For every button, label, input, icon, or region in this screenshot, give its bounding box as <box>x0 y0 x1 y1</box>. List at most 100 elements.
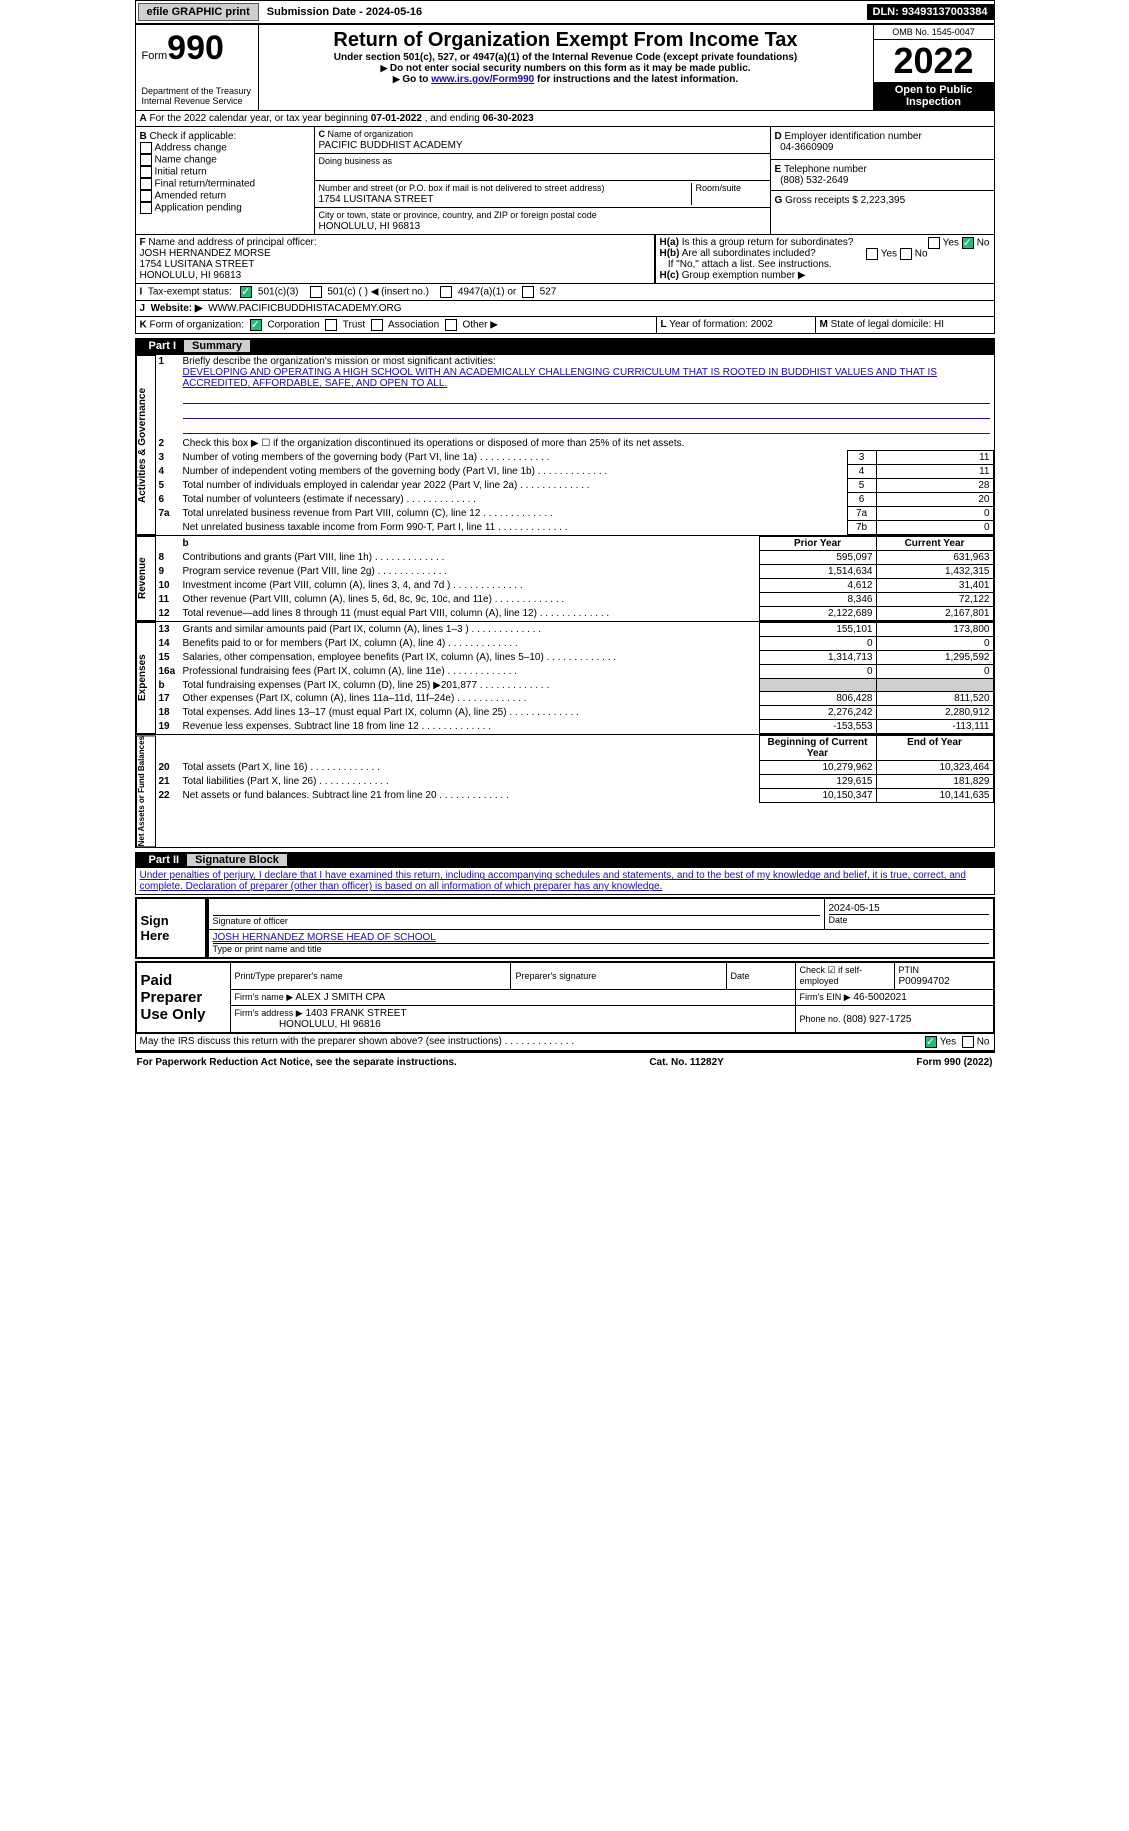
no-lbl2: No <box>915 249 928 260</box>
side-governance: Activities & Governance <box>136 355 156 535</box>
efile-btn[interactable]: efile GRAPHIC print <box>138 3 259 21</box>
section-i: I Tax-exempt status: 501(c)(3) 501(c) ( … <box>136 284 994 300</box>
d-lbl: Employer identification number <box>785 131 922 142</box>
l2-text: Check this box ▶ ☐ if the organization d… <box>180 437 994 451</box>
city-lbl: City or town, state or province, country… <box>319 210 597 220</box>
chk-amended[interactable] <box>140 190 152 202</box>
ha-yes[interactable] <box>928 237 940 249</box>
i-o4: 527 <box>540 287 557 298</box>
chk-501c3[interactable] <box>240 286 252 298</box>
mission-text: DEVELOPING AND OPERATING A HIGH SCHOOL W… <box>183 367 937 389</box>
ha-text: Is this a group return for subordinates? <box>682 237 854 248</box>
chk-address[interactable] <box>140 142 152 154</box>
opt-name: Name change <box>155 155 217 166</box>
chk-527[interactable] <box>522 286 534 298</box>
section-h: H(a) Is this a group return for subordin… <box>655 235 994 283</box>
open-inspection: Open to Public Inspection <box>874 82 994 110</box>
section-b: B Check if applicable: Address change Na… <box>136 127 315 234</box>
k-o4: Other ▶ <box>463 320 498 331</box>
form-header: Form990 Department of the Treasury Inter… <box>135 24 995 111</box>
k-lbl: Form of organization: <box>150 320 245 331</box>
opt-final: Final return/terminated <box>155 179 256 190</box>
goto-prefix: Go to <box>402 74 431 85</box>
e-lbl: Telephone number <box>784 164 867 175</box>
firm-ein: 46-5002021 <box>853 992 906 1003</box>
pp-sig-lbl: Preparer's signature <box>515 971 596 981</box>
part1-title: Summary <box>184 340 250 352</box>
irs-link[interactable]: www.irs.gov/Form990 <box>431 74 534 85</box>
part2-title: Signature Block <box>187 854 287 866</box>
hb-yes[interactable] <box>866 248 878 260</box>
may-no[interactable] <box>962 1036 974 1048</box>
c-name-lbl: Name of organization <box>328 129 414 139</box>
chk-name[interactable] <box>140 154 152 166</box>
b-label: Check if applicable: <box>150 131 237 142</box>
domicile: HI <box>934 319 944 330</box>
section-a: A For the 2022 calendar year, or tax yea… <box>135 111 995 127</box>
yes-lbl: Yes <box>943 238 959 249</box>
k-assoc[interactable] <box>371 319 383 331</box>
a-text-a: For the 2022 calendar year, or tax year … <box>150 113 371 124</box>
year-formation: 2002 <box>751 319 773 330</box>
tax-year: 2022 <box>874 40 994 82</box>
subtitle-1: Under section 501(c), 527, or 4947(a)(1)… <box>265 52 867 63</box>
opt-initial: Initial return <box>155 167 207 178</box>
part2-bar: Part II Signature Block <box>135 852 995 868</box>
chk-initial[interactable] <box>140 166 152 178</box>
typed-name: JOSH HERNANDEZ MORSE HEAD OF SCHOOL <box>213 932 436 943</box>
ptin-lbl: PTIN <box>899 965 920 975</box>
may-yes[interactable] <box>925 1036 937 1048</box>
may-text: May the IRS discuss this return with the… <box>140 1036 575 1047</box>
paid-preparer-block: Paid Preparer Use Only Print/Type prepar… <box>135 961 995 1034</box>
chk-501c[interactable] <box>310 286 322 298</box>
form-number: 990 <box>167 29 224 67</box>
hb-text: Are all subordinates included? <box>682 248 816 259</box>
ein: 04-3660909 <box>780 142 833 153</box>
dln: DLN: 93493137003384 <box>867 4 994 20</box>
dept-irs: Internal Revenue Service <box>142 96 252 106</box>
fphone: (808) 927-1725 <box>843 1014 911 1025</box>
sign-here: Sign Here <box>136 899 207 958</box>
officer-addr1: 1754 LUSITANA STREET <box>140 259 255 270</box>
opt-address: Address change <box>155 143 227 154</box>
chk-final[interactable] <box>140 178 152 190</box>
form-title: Return of Organization Exempt From Incom… <box>265 29 867 52</box>
k-o3: Association <box>388 320 439 331</box>
dln-label: DLN: <box>873 6 902 18</box>
faddr1: 1403 FRANK STREET <box>305 1008 406 1019</box>
k-corp[interactable] <box>250 319 262 331</box>
k-trust[interactable] <box>325 319 337 331</box>
may-discuss: May the IRS discuss this return with the… <box>136 1034 994 1050</box>
form-word: Form <box>142 50 168 62</box>
sig-date: 2024-05-15 <box>829 903 880 914</box>
sig-officer-lbl: Signature of officer <box>213 916 288 926</box>
section-c: C Name of organization PACIFIC BUDDHIST … <box>315 127 770 234</box>
gross-receipts: 2,223,395 <box>861 195 906 206</box>
ha-no[interactable] <box>962 237 974 249</box>
may-no-lbl: No <box>977 1037 990 1048</box>
k-o2: Trust <box>343 320 365 331</box>
website: WWW.PACIFICBUDDHISTACADEMY.ORG <box>208 303 401 314</box>
i-lbl: Tax-exempt status: <box>148 287 232 298</box>
hb-no[interactable] <box>900 248 912 260</box>
chk-4947[interactable] <box>440 286 452 298</box>
sign-here-block: Sign Here Signature of officer 2024-05-1… <box>135 897 995 959</box>
dba-label: Doing business as <box>319 156 393 166</box>
pp-date-lbl: Date <box>731 971 750 981</box>
part1-label: Part I <box>141 340 185 352</box>
firm-lbl: Firm's name ▶ <box>235 992 294 1002</box>
k-other[interactable] <box>445 319 457 331</box>
submission-date: Submission Date - 2024-05-16 <box>261 4 428 20</box>
a-end: 06-30-2023 <box>483 113 534 124</box>
goto-suffix: for instructions and the latest informat… <box>537 74 738 85</box>
chk-pending[interactable] <box>140 202 152 214</box>
officer-name: JOSH HERNANDEZ MORSE <box>140 248 271 259</box>
no-lbl: No <box>977 238 990 249</box>
l-lbl: Year of formation: <box>669 319 750 330</box>
date-lbl: Date <box>829 915 848 925</box>
side-revenue: Revenue <box>136 536 156 621</box>
pp-name-lbl: Print/Type preparer's name <box>235 971 343 981</box>
faddr-lbl: Firm's address ▶ <box>235 1008 303 1018</box>
phone: (808) 532-2649 <box>780 175 848 186</box>
section-m: M State of legal domicile: HI <box>816 317 994 333</box>
